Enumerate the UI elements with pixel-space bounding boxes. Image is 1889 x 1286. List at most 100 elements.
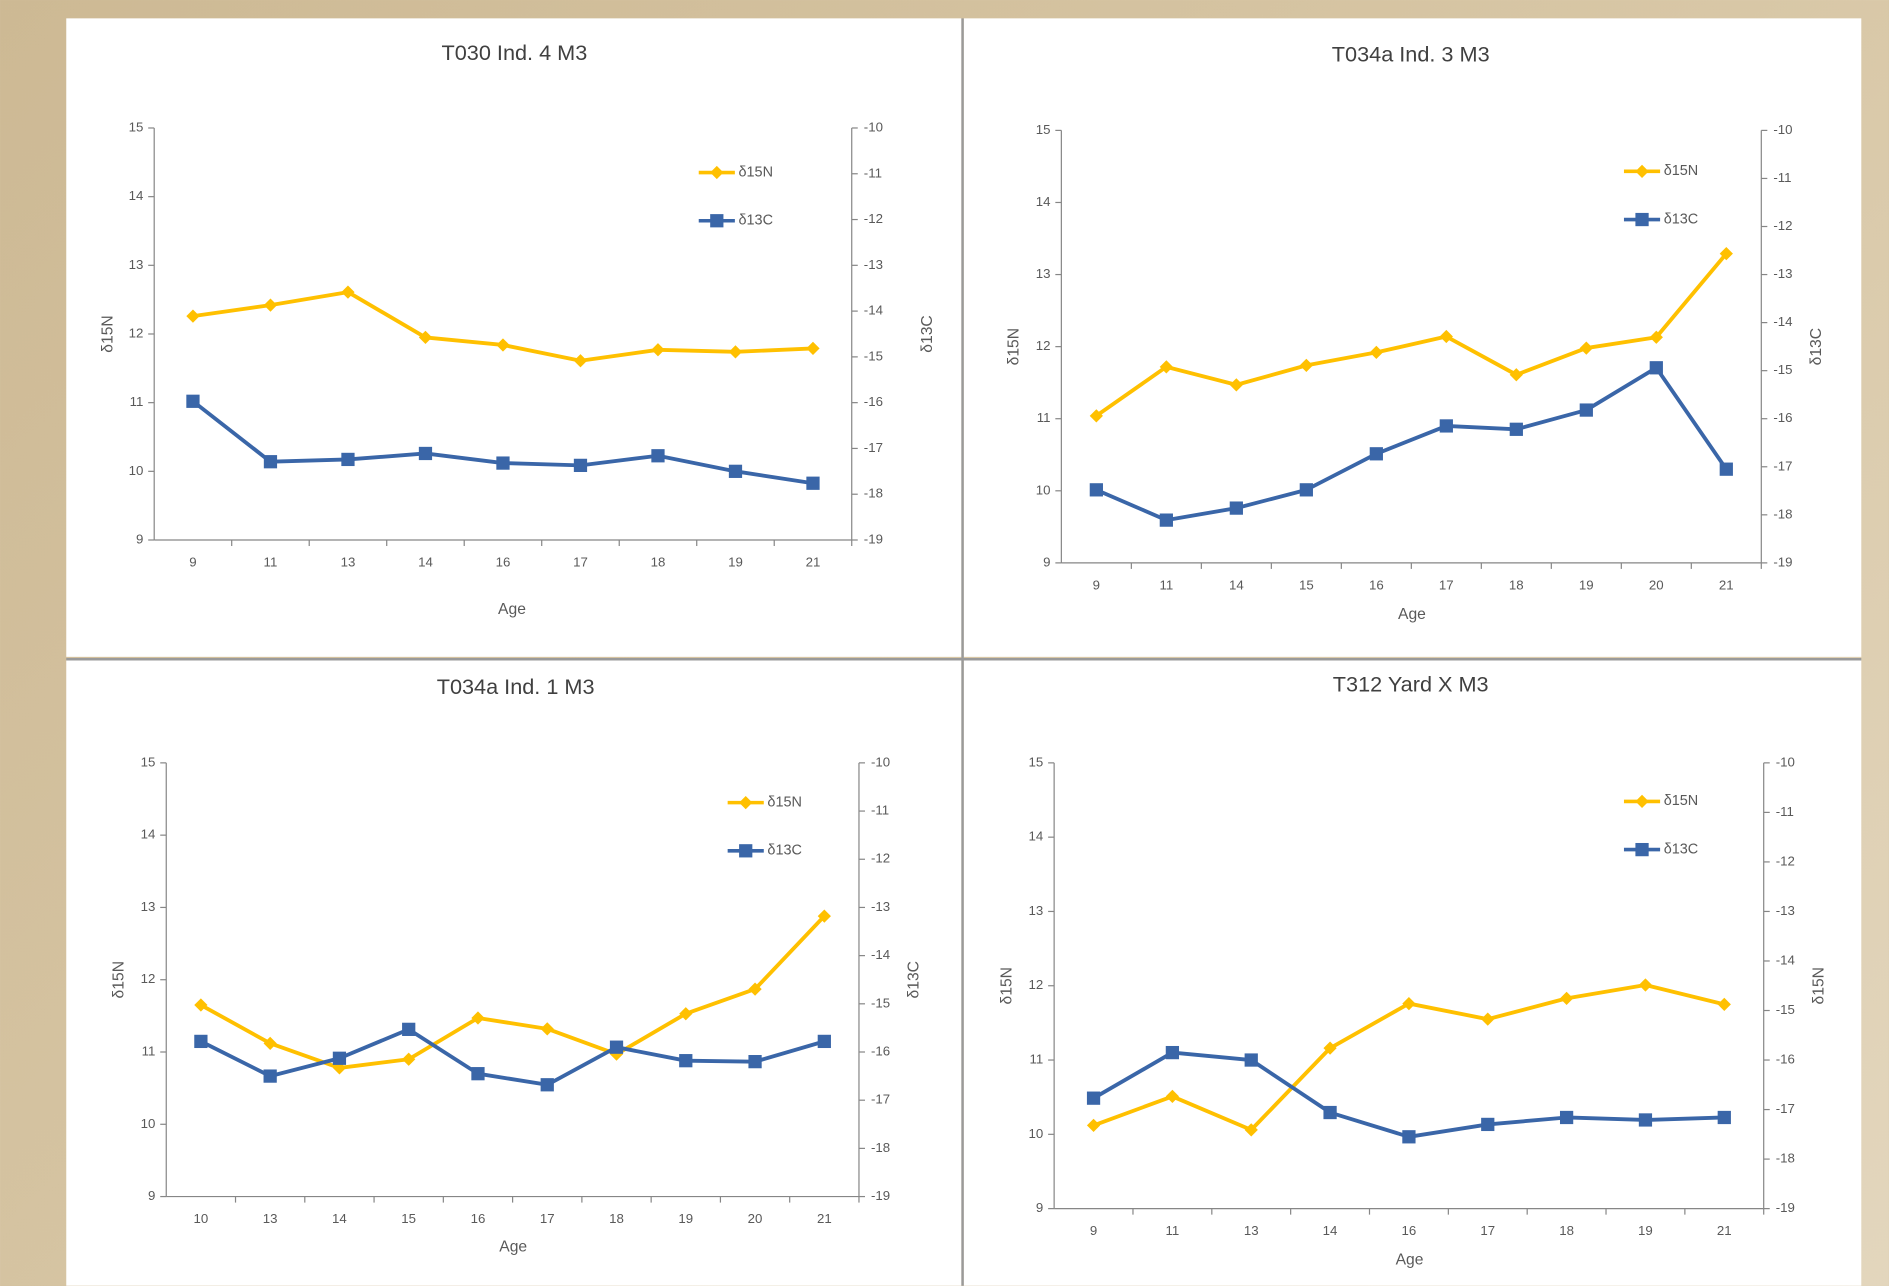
panel: [66, 660, 962, 1286]
y-tick-label: 13: [1029, 903, 1044, 918]
y2-tick-label: -19: [1773, 554, 1792, 569]
line-chart: T034a Ind. 3 M3 Age δ15N δ13C 9 10 11 12 13 14 15 -…: [1006, 41, 1825, 622]
x-tick-label: 16: [471, 1211, 486, 1226]
chart-title: T030 Ind. 4 M3: [442, 40, 588, 65]
y-tick-label: 12: [141, 971, 156, 986]
y-tick-label: 11: [130, 394, 144, 409]
y2-tick-label: -17: [864, 440, 883, 455]
marker: [651, 449, 665, 463]
marker: [540, 1078, 554, 1092]
y-tick-label: 14: [129, 188, 144, 203]
marker: [1638, 1113, 1653, 1127]
y-tick-label: 11: [1037, 410, 1051, 425]
marker: [263, 298, 278, 312]
chart-title: T034a Ind. 1 M3: [437, 674, 595, 699]
y2-tick-label: -13: [864, 257, 883, 272]
legend-label: δ15N: [767, 794, 802, 810]
marker: [739, 844, 753, 858]
marker: [471, 1011, 485, 1025]
marker: [1089, 409, 1103, 423]
marker: [1481, 1012, 1495, 1026]
y2-axis-title: δ13C: [906, 961, 923, 998]
marker: [1649, 361, 1663, 375]
y-tick-label: 9: [136, 531, 143, 546]
y2-tick-label: -18: [1773, 506, 1792, 521]
x-tick-label: 9: [1090, 1223, 1097, 1238]
marker: [418, 446, 433, 461]
x-tick-label: 9: [1093, 577, 1100, 592]
y2-tick-label: -11: [864, 165, 882, 180]
x-tick-label: 16: [496, 554, 511, 569]
x-tick-label: 21: [1717, 1223, 1732, 1238]
x-tick-label: 17: [1480, 1223, 1495, 1238]
x-tick-label: 14: [1229, 577, 1244, 592]
marker: [1299, 358, 1313, 373]
y-axis-title: δ15N: [100, 315, 117, 352]
x-axis-title: Age: [499, 1238, 527, 1255]
marker: [1635, 794, 1649, 809]
marker: [1717, 1110, 1731, 1125]
marker: [1165, 1089, 1180, 1104]
legend-label: δ15N: [1664, 163, 1699, 179]
x-axis-title: Age: [1396, 1252, 1424, 1269]
marker: [1165, 1045, 1180, 1060]
x-tick-label: 17: [573, 554, 588, 569]
marker: [263, 455, 278, 469]
marker: [728, 345, 743, 359]
y2-tick-label: -11: [1773, 170, 1791, 185]
y-tick-label: 15: [141, 754, 156, 769]
y-tick-label: 10: [129, 463, 144, 478]
y-tick-label: 9: [1036, 1200, 1043, 1215]
marker: [1719, 462, 1733, 476]
x-tick-label: 21: [817, 1211, 832, 1226]
marker: [748, 1055, 762, 1069]
x-tick-label: 18: [1559, 1223, 1574, 1238]
y2-tick-label: -10: [871, 754, 890, 769]
y2-tick-label: -15: [1773, 362, 1792, 377]
y2-tick-label: -10: [1776, 754, 1795, 769]
y2-tick-label: -16: [871, 1044, 890, 1059]
y-tick-label: 10: [1036, 482, 1051, 497]
marker: [1089, 483, 1103, 497]
y2-tick-label: -19: [1776, 1200, 1795, 1215]
y-axis-title: δ15N: [998, 967, 1015, 1004]
y2-axis-title: δ13C: [1808, 328, 1825, 365]
legend-label: δ13C: [767, 843, 802, 859]
marker: [194, 998, 208, 1012]
y-tick-label: 11: [142, 1044, 156, 1059]
x-tick-label: 21: [806, 554, 821, 569]
y2-tick-label: -15: [864, 348, 883, 363]
line-chart: T312 Yard X M3 Age δ15N δ15N 9 10 11 12 13 14 15 -1…: [998, 672, 1827, 1269]
marker: [1159, 360, 1173, 374]
marker: [1719, 247, 1733, 261]
y2-tick-label: -12: [871, 851, 890, 866]
marker: [1244, 1053, 1258, 1067]
x-tick-label: 14: [332, 1211, 347, 1226]
y-tick-label: 15: [1036, 122, 1051, 137]
y2-tick-label: -15: [1776, 1002, 1795, 1017]
marker: [418, 330, 433, 345]
marker: [817, 909, 831, 923]
y2-tick-label: -18: [871, 1140, 890, 1155]
x-tick-label: 10: [194, 1211, 209, 1226]
marker: [1229, 378, 1243, 392]
marker: [609, 1040, 624, 1054]
y2-tick-label: -17: [871, 1092, 890, 1107]
y2-tick-label: -14: [871, 947, 890, 962]
series-line: [199, 914, 826, 1070]
y2-tick-label: -19: [871, 1188, 890, 1203]
y2-tick-label: -18: [864, 486, 883, 501]
marker: [806, 341, 820, 356]
y2-tick-label: -10: [1773, 122, 1792, 137]
x-tick-label: 21: [1719, 577, 1734, 592]
marker: [1229, 501, 1243, 515]
x-tick-label: 11: [264, 554, 278, 569]
x-tick-label: 14: [1323, 1223, 1338, 1238]
y2-tick-label: -16: [864, 394, 883, 409]
y2-tick-label: -17: [1773, 458, 1792, 473]
y-tick-label: 15: [129, 119, 144, 134]
y2-tick-label: -11: [1776, 804, 1794, 819]
marker: [573, 354, 588, 368]
marker: [1559, 1110, 1574, 1125]
